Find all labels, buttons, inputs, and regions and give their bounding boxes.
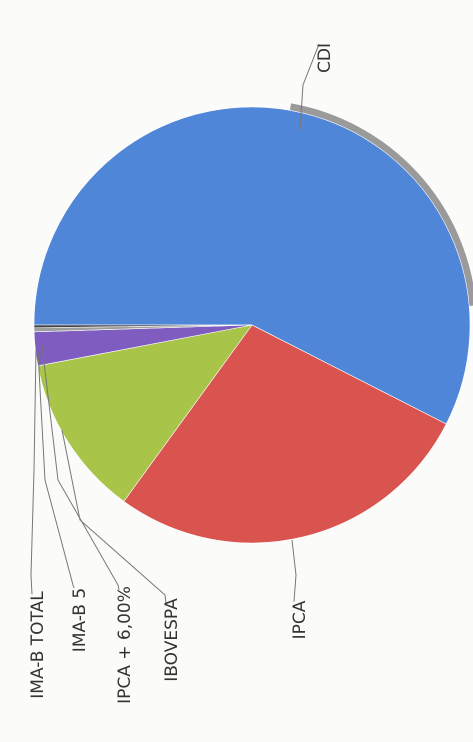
pie-shadow: [289, 103, 473, 306]
slice-label-ima-b-5: IMA-B 5: [70, 588, 90, 652]
leader-line-ima-b-total: [30, 349, 37, 595]
pie-layer: [33, 103, 473, 544]
slice-label-cdi: CDI: [315, 43, 335, 73]
leader-line-ibovespa: [61, 429, 167, 604]
slice-label-ipca: IPCA: [290, 600, 310, 639]
leader-line-ipca-6-00: [41, 344, 120, 590]
leader-line-ima-b-5: [37, 351, 75, 588]
leader-line-cdi: [299, 44, 320, 131]
slice-label-ibovespa: IBOVESPA: [162, 598, 182, 682]
slice-label-ipca-6-00: IPCA + 6,00%: [115, 586, 135, 704]
leader-line-ipca: [291, 539, 297, 602]
pie-slice-ipca: [123, 324, 447, 544]
slice-labels: CDI IPCA IBOVESPA IPCA + 6,00% IMA-B 5 IMA-B …: [28, 43, 335, 704]
slice-label-ima-b-total: IMA-B TOTAL: [28, 591, 48, 699]
pie-slice-cdi: [33, 106, 471, 425]
pie-slice-ibovespa: [37, 324, 253, 502]
pie-slice-ima-b-total: [33, 324, 253, 329]
leader-lines: [30, 44, 320, 604]
